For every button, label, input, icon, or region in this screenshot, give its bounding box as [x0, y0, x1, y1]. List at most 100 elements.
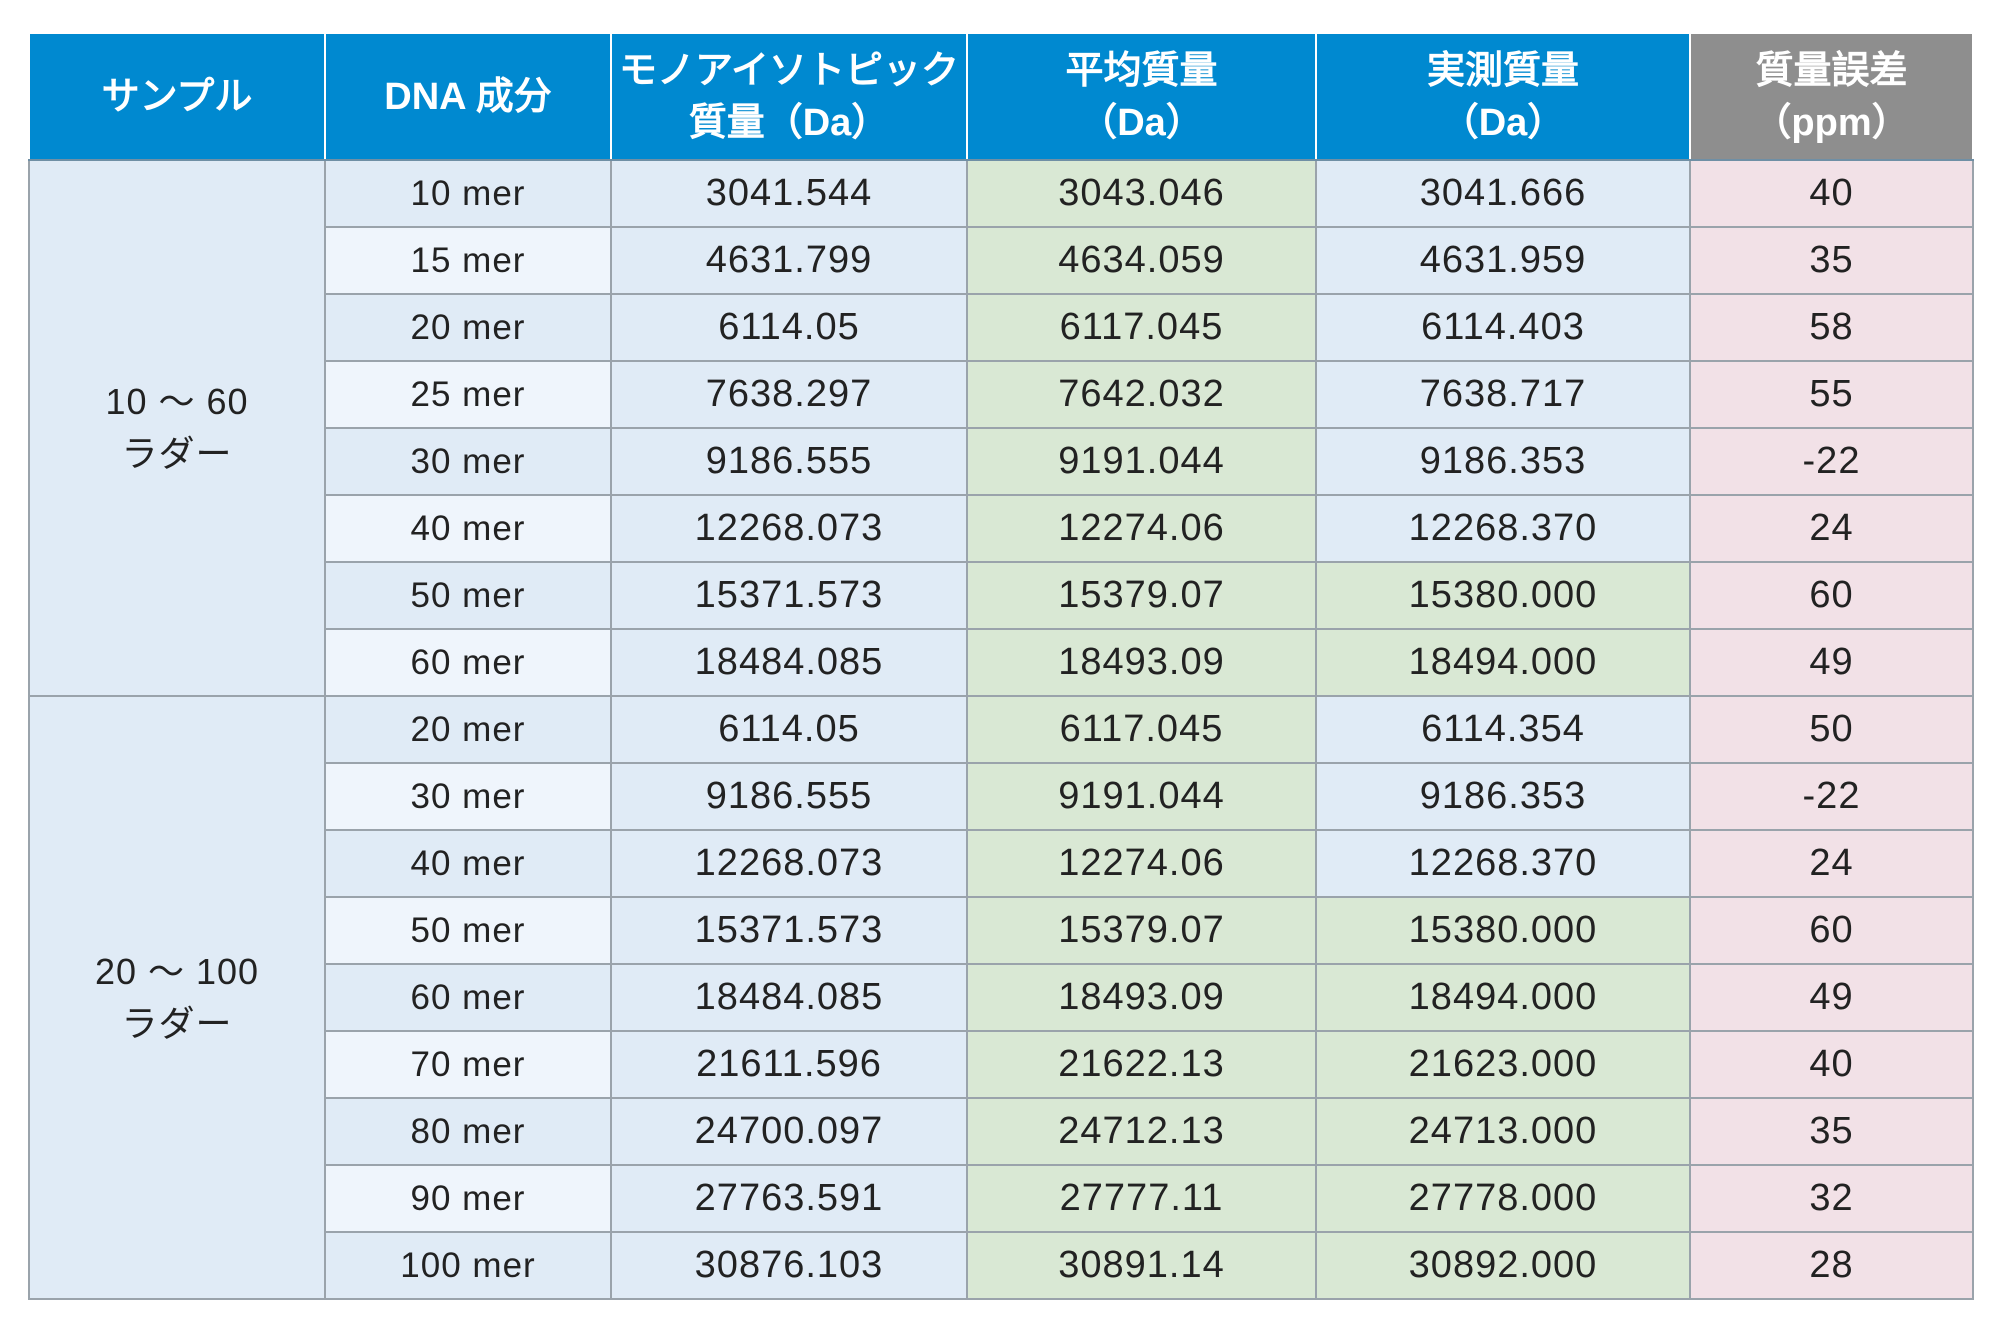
sample-label-line1: 20 ～ 100	[94, 950, 260, 992]
avg-mass-cell: 9191.044	[966, 427, 1317, 496]
avg-mass-cell: 30891.14	[966, 1231, 1317, 1300]
table-row: 10 ～ 60 ラダー 10 mer 3041.544 3043.046 3041.666…	[28, 159, 1974, 697]
dna-cell: 60 mer	[324, 628, 612, 697]
header-meas-line1: 実測質量	[1426, 49, 1579, 92]
mono-mass-cell: 21611.596	[610, 1030, 968, 1099]
dna-cell: 40 mer	[324, 829, 612, 898]
dna-cell: 30 mer	[324, 762, 612, 831]
header-mono-line2: 質量（Da）	[688, 101, 890, 144]
measured-mass-cell: 24713.000	[1315, 1097, 1691, 1166]
mass-error-cell: 35	[1689, 1097, 1974, 1166]
avg-mass-cell: 15379.07	[966, 561, 1317, 630]
dna-cell: 90 mer	[324, 1164, 612, 1233]
avg-mass-cell: 6117.045	[966, 293, 1317, 362]
mass-error-cell: 28	[1689, 1231, 1974, 1300]
mass-error-cell: 55	[1689, 360, 1974, 429]
avg-mass-cell: 15379.07	[966, 896, 1317, 965]
mass-error-cell: 58	[1689, 293, 1974, 362]
table-row: 15 mer 4631.799 4634.059 4631.959 35	[29, 226, 1974, 295]
measured-mass-cell: 27778.000	[1315, 1164, 1691, 1233]
table-row: 50 mer 15371.573 15379.07 15380.000 60	[29, 561, 1974, 630]
table-row: 20 mer 6114.05 6117.045 6114.403 58	[29, 293, 1974, 362]
table-row: 70 mer 21611.596 21622.13 21623.000 40	[29, 1030, 1974, 1099]
mass-error-cell: 60	[1689, 561, 1974, 630]
table-row: 100 mer 30876.103 30891.14 30892.000 28	[29, 1231, 1974, 1300]
dna-cell: 30 mer	[324, 427, 612, 496]
measured-mass-cell: 9186.353	[1315, 762, 1691, 831]
mono-mass-cell: 27763.591	[610, 1164, 968, 1233]
mono-mass-cell: 18484.085	[610, 628, 968, 697]
measured-mass-cell: 12268.370	[1315, 494, 1691, 563]
header-err-line2: （ppm）	[1753, 101, 1910, 144]
avg-mass-cell: 9191.044	[966, 762, 1317, 831]
avg-mass-cell: 24712.13	[966, 1097, 1317, 1166]
mono-mass-cell: 9186.555	[610, 762, 968, 831]
header-err: 質量誤差 （ppm）	[1689, 32, 1974, 161]
mass-error-cell: 24	[1689, 829, 1974, 898]
avg-mass-cell: 3043.046	[966, 159, 1317, 228]
header-avg-line1: 平均質量	[1065, 49, 1218, 92]
header-dna: DNA 成分	[324, 32, 612, 161]
header-sample: サンプル	[28, 32, 326, 161]
dna-cell: 80 mer	[324, 1097, 612, 1166]
mass-error-cell: 32	[1689, 1164, 1974, 1233]
header-mono: モノアイソトピック 質量（Da）	[610, 32, 968, 161]
mass-error-cell: 49	[1689, 628, 1974, 697]
mass-error-cell: -22	[1689, 427, 1974, 496]
mono-mass-cell: 4631.799	[610, 226, 968, 295]
table-row: 80 mer 24700.097 24712.13 24713.000 35	[29, 1097, 1974, 1166]
avg-mass-cell: 27777.11	[966, 1164, 1317, 1233]
header-avg: 平均質量 （Da）	[966, 32, 1317, 161]
header-meas-line2: （Da）	[1440, 101, 1566, 144]
mono-mass-cell: 3041.544	[610, 159, 968, 228]
mono-mass-cell: 12268.073	[610, 829, 968, 898]
dna-cell: 20 mer	[324, 695, 612, 764]
avg-mass-cell: 4634.059	[966, 226, 1317, 295]
avg-mass-cell: 12274.06	[966, 829, 1317, 898]
measured-mass-cell: 3041.666	[1315, 159, 1691, 228]
dna-cell: 15 mer	[324, 226, 612, 295]
mono-mass-cell: 9186.555	[610, 427, 968, 496]
dna-cell: 25 mer	[324, 360, 612, 429]
mono-mass-cell: 30876.103	[610, 1231, 968, 1300]
mass-error-cell: 50	[1689, 695, 1974, 764]
measured-mass-cell: 21623.000	[1315, 1030, 1691, 1099]
header-err-line1: 質量誤差	[1755, 49, 1908, 92]
table-row: 20 ～ 100 ラダー 20 mer 6114.05 6117.045 6114.354…	[28, 695, 1974, 1300]
mass-error-cell: 40	[1689, 159, 1974, 228]
header-mono-line1: モノアイソトピック	[618, 49, 960, 92]
measured-mass-cell: 18494.000	[1315, 628, 1691, 697]
mass-error-cell: 40	[1689, 1030, 1974, 1099]
header-row: サンプル DNA 成分 モノアイソトピック 質量（Da） 平均質量 （Da） 実測質…	[28, 32, 1974, 161]
sample-label-line2: ラダー	[121, 1002, 233, 1044]
mass-error-cell: 49	[1689, 963, 1974, 1032]
header-avg-line2: （Da）	[1079, 101, 1204, 144]
mono-mass-cell: 15371.573	[610, 896, 968, 965]
avg-mass-cell: 6117.045	[966, 695, 1317, 764]
mass-error-cell: 24	[1689, 494, 1974, 563]
table-row: 60 mer 18484.085 18493.09 18494.000 49	[29, 628, 1974, 697]
dna-cell: 50 mer	[324, 561, 612, 630]
table-row: 40 mer 12268.073 12274.06 12268.370 24	[29, 829, 1974, 898]
avg-mass-cell: 7642.032	[966, 360, 1317, 429]
table-body: 10 ～ 60 ラダー 10 mer 3041.544 3043.046 3041.666…	[28, 159, 1974, 1300]
measured-mass-cell: 7638.717	[1315, 360, 1691, 429]
measured-mass-cell: 9186.353	[1315, 427, 1691, 496]
dna-cell: 20 mer	[324, 293, 612, 362]
measured-mass-cell: 18494.000	[1315, 963, 1691, 1032]
mono-mass-cell: 15371.573	[610, 561, 968, 630]
sample-label-line1: 10 ～ 60	[105, 381, 249, 422]
avg-mass-cell: 12274.06	[966, 494, 1317, 563]
avg-mass-cell: 21622.13	[966, 1030, 1317, 1099]
mono-mass-cell: 18484.085	[610, 963, 968, 1032]
measured-mass-cell: 30892.000	[1315, 1231, 1691, 1300]
mass-error-cell: 35	[1689, 226, 1974, 295]
sample-cell: 20 ～ 100 ラダー	[28, 695, 326, 1300]
sample-cell: 10 ～ 60 ラダー	[28, 159, 326, 697]
mono-mass-cell: 7638.297	[610, 360, 968, 429]
mono-mass-cell: 6114.05	[610, 695, 968, 764]
dna-cell: 50 mer	[324, 896, 612, 965]
table-row: 30 mer 9186.555 9191.044 9186.353 -22	[29, 762, 1974, 831]
table-row: 30 mer 9186.555 9191.044 9186.353 -22	[29, 427, 1974, 496]
mono-mass-cell: 24700.097	[610, 1097, 968, 1166]
